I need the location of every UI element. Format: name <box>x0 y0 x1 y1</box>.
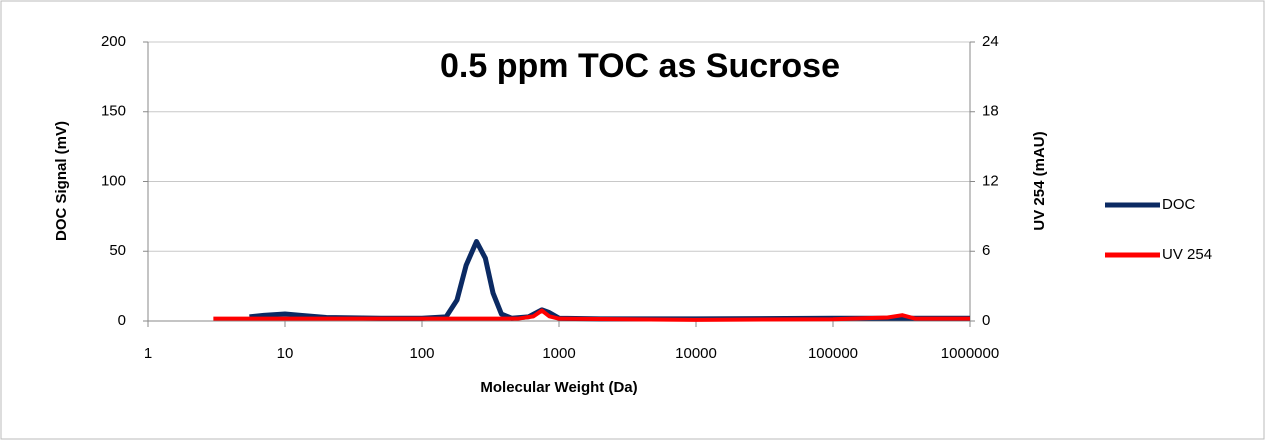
x-tick-label: 1 <box>144 345 152 362</box>
legend-label: UV 254 <box>1162 246 1212 263</box>
y2-tick-label: 18 <box>982 103 999 120</box>
legend-label: DOC <box>1162 196 1196 213</box>
y-tick-label: 100 <box>101 172 126 189</box>
y2-tick-label: 24 <box>982 33 999 50</box>
x-tick-label: 1000 <box>542 345 575 362</box>
y2-axis-label: UV 254 (mAU) <box>1031 131 1048 230</box>
x-tick-label: 10 <box>277 345 294 362</box>
y2-tick-label: 12 <box>982 172 999 189</box>
y2-tick-label: 0 <box>982 312 990 329</box>
chart-title: 0.5 ppm TOC as Sucrose <box>440 47 840 85</box>
x-tick-label: 100 <box>409 345 434 362</box>
y-tick-label: 150 <box>101 103 126 120</box>
x-tick-label: 100000 <box>808 345 858 362</box>
y-tick-label: 0 <box>118 312 126 329</box>
x-axis-label: Molecular Weight (Da) <box>480 379 637 396</box>
y-tick-label: 50 <box>109 242 126 259</box>
series-line <box>213 308 970 322</box>
y-tick-label: 200 <box>101 33 126 50</box>
x-tick-label: 1000000 <box>941 345 999 362</box>
y2-tick-label: 6 <box>982 242 990 259</box>
x-tick-label: 10000 <box>675 345 717 362</box>
y-axis-label: DOC Signal (mV) <box>53 121 70 241</box>
